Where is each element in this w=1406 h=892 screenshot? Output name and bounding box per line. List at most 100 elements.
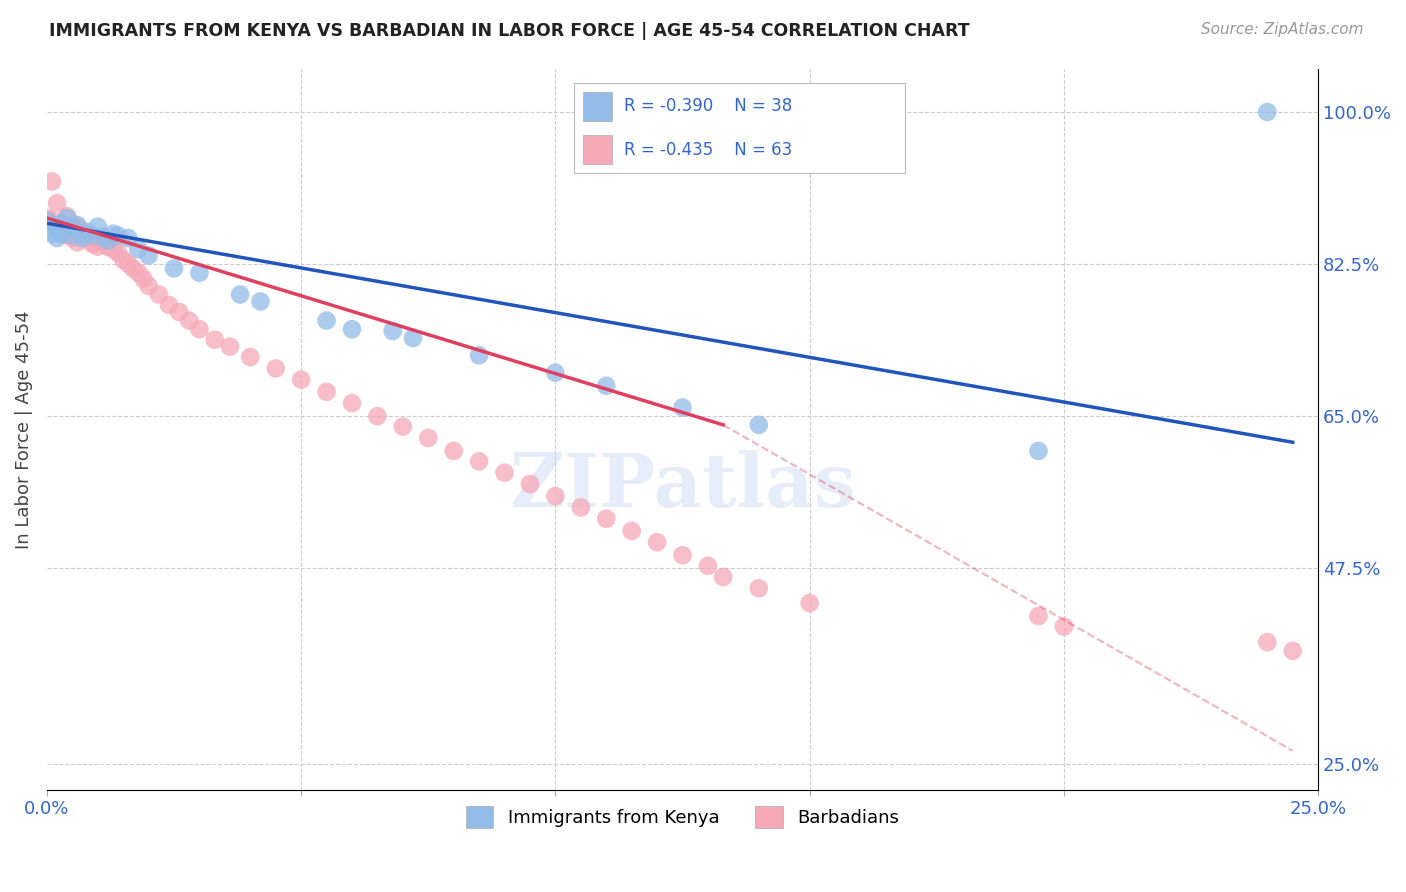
Point xyxy=(671,401,693,415)
Point xyxy=(51,216,73,230)
Point xyxy=(544,489,567,503)
Y-axis label: In Labor Force | Age 45-54: In Labor Force | Age 45-54 xyxy=(15,310,32,549)
Point xyxy=(179,313,201,327)
Point xyxy=(35,211,58,225)
Point xyxy=(127,242,149,256)
Point xyxy=(46,222,69,236)
Point xyxy=(56,211,79,225)
Point xyxy=(66,218,89,232)
Point xyxy=(229,287,252,301)
Point xyxy=(569,500,592,515)
Point xyxy=(107,245,129,260)
Point xyxy=(72,225,94,239)
Point xyxy=(544,366,567,380)
Point xyxy=(117,231,139,245)
Point xyxy=(41,174,63,188)
Point xyxy=(188,266,211,280)
Point xyxy=(468,348,491,362)
Point xyxy=(107,228,129,243)
Point xyxy=(290,373,312,387)
Point xyxy=(1256,635,1278,649)
Point xyxy=(101,227,124,241)
Point xyxy=(56,209,79,223)
Point xyxy=(72,231,94,245)
Point xyxy=(51,216,73,230)
Point xyxy=(595,512,617,526)
Point xyxy=(315,313,337,327)
Point xyxy=(219,340,242,354)
Point xyxy=(122,261,145,276)
Point xyxy=(1028,609,1050,624)
Point xyxy=(60,231,83,245)
Point xyxy=(72,227,94,241)
Point xyxy=(340,322,363,336)
Point xyxy=(35,213,58,227)
Point xyxy=(595,378,617,392)
Point xyxy=(1053,619,1076,633)
Point xyxy=(249,294,271,309)
Point xyxy=(671,548,693,562)
Point xyxy=(56,228,79,243)
Point xyxy=(138,278,160,293)
Point xyxy=(494,466,516,480)
Point xyxy=(117,257,139,271)
Point xyxy=(443,444,465,458)
Point xyxy=(711,570,734,584)
Point xyxy=(41,227,63,241)
Point xyxy=(76,228,98,243)
Point xyxy=(138,248,160,262)
Point xyxy=(60,222,83,236)
Text: Source: ZipAtlas.com: Source: ZipAtlas.com xyxy=(1201,22,1364,37)
Point xyxy=(163,261,186,276)
Point xyxy=(60,218,83,232)
Point xyxy=(264,361,287,376)
Point xyxy=(46,196,69,211)
Point xyxy=(66,219,89,234)
Point xyxy=(112,252,135,267)
Point xyxy=(799,596,821,610)
Point xyxy=(148,287,170,301)
Point xyxy=(381,324,404,338)
Point xyxy=(97,234,120,248)
Point xyxy=(402,331,425,345)
Point xyxy=(645,535,668,549)
Point xyxy=(157,298,180,312)
Point xyxy=(1028,444,1050,458)
Point xyxy=(87,231,110,245)
Point xyxy=(76,225,98,239)
Point xyxy=(468,454,491,468)
Point xyxy=(239,350,262,364)
Point xyxy=(748,417,770,432)
Point xyxy=(41,218,63,232)
Point xyxy=(167,305,190,319)
Point xyxy=(87,219,110,234)
Point xyxy=(366,409,388,424)
Point xyxy=(101,242,124,256)
Point xyxy=(1281,644,1303,658)
Point xyxy=(132,272,155,286)
Point xyxy=(72,231,94,245)
Point xyxy=(46,231,69,245)
Point xyxy=(82,237,104,252)
Point xyxy=(41,213,63,227)
Point xyxy=(315,384,337,399)
Point xyxy=(188,322,211,336)
Point xyxy=(392,419,415,434)
Point xyxy=(91,234,114,248)
Point xyxy=(519,477,541,491)
Point xyxy=(97,240,120,254)
Point xyxy=(66,235,89,250)
Point xyxy=(60,228,83,243)
Point xyxy=(127,266,149,280)
Point xyxy=(91,230,114,244)
Point xyxy=(82,235,104,250)
Point xyxy=(51,227,73,241)
Point xyxy=(82,228,104,243)
Point xyxy=(418,431,440,445)
Point xyxy=(204,333,226,347)
Point xyxy=(748,581,770,595)
Point xyxy=(87,240,110,254)
Point xyxy=(697,558,720,573)
Text: IMMIGRANTS FROM KENYA VS BARBADIAN IN LABOR FORCE | AGE 45-54 CORRELATION CHART: IMMIGRANTS FROM KENYA VS BARBADIAN IN LA… xyxy=(49,22,970,40)
Text: ZIPatlas: ZIPatlas xyxy=(509,450,856,524)
